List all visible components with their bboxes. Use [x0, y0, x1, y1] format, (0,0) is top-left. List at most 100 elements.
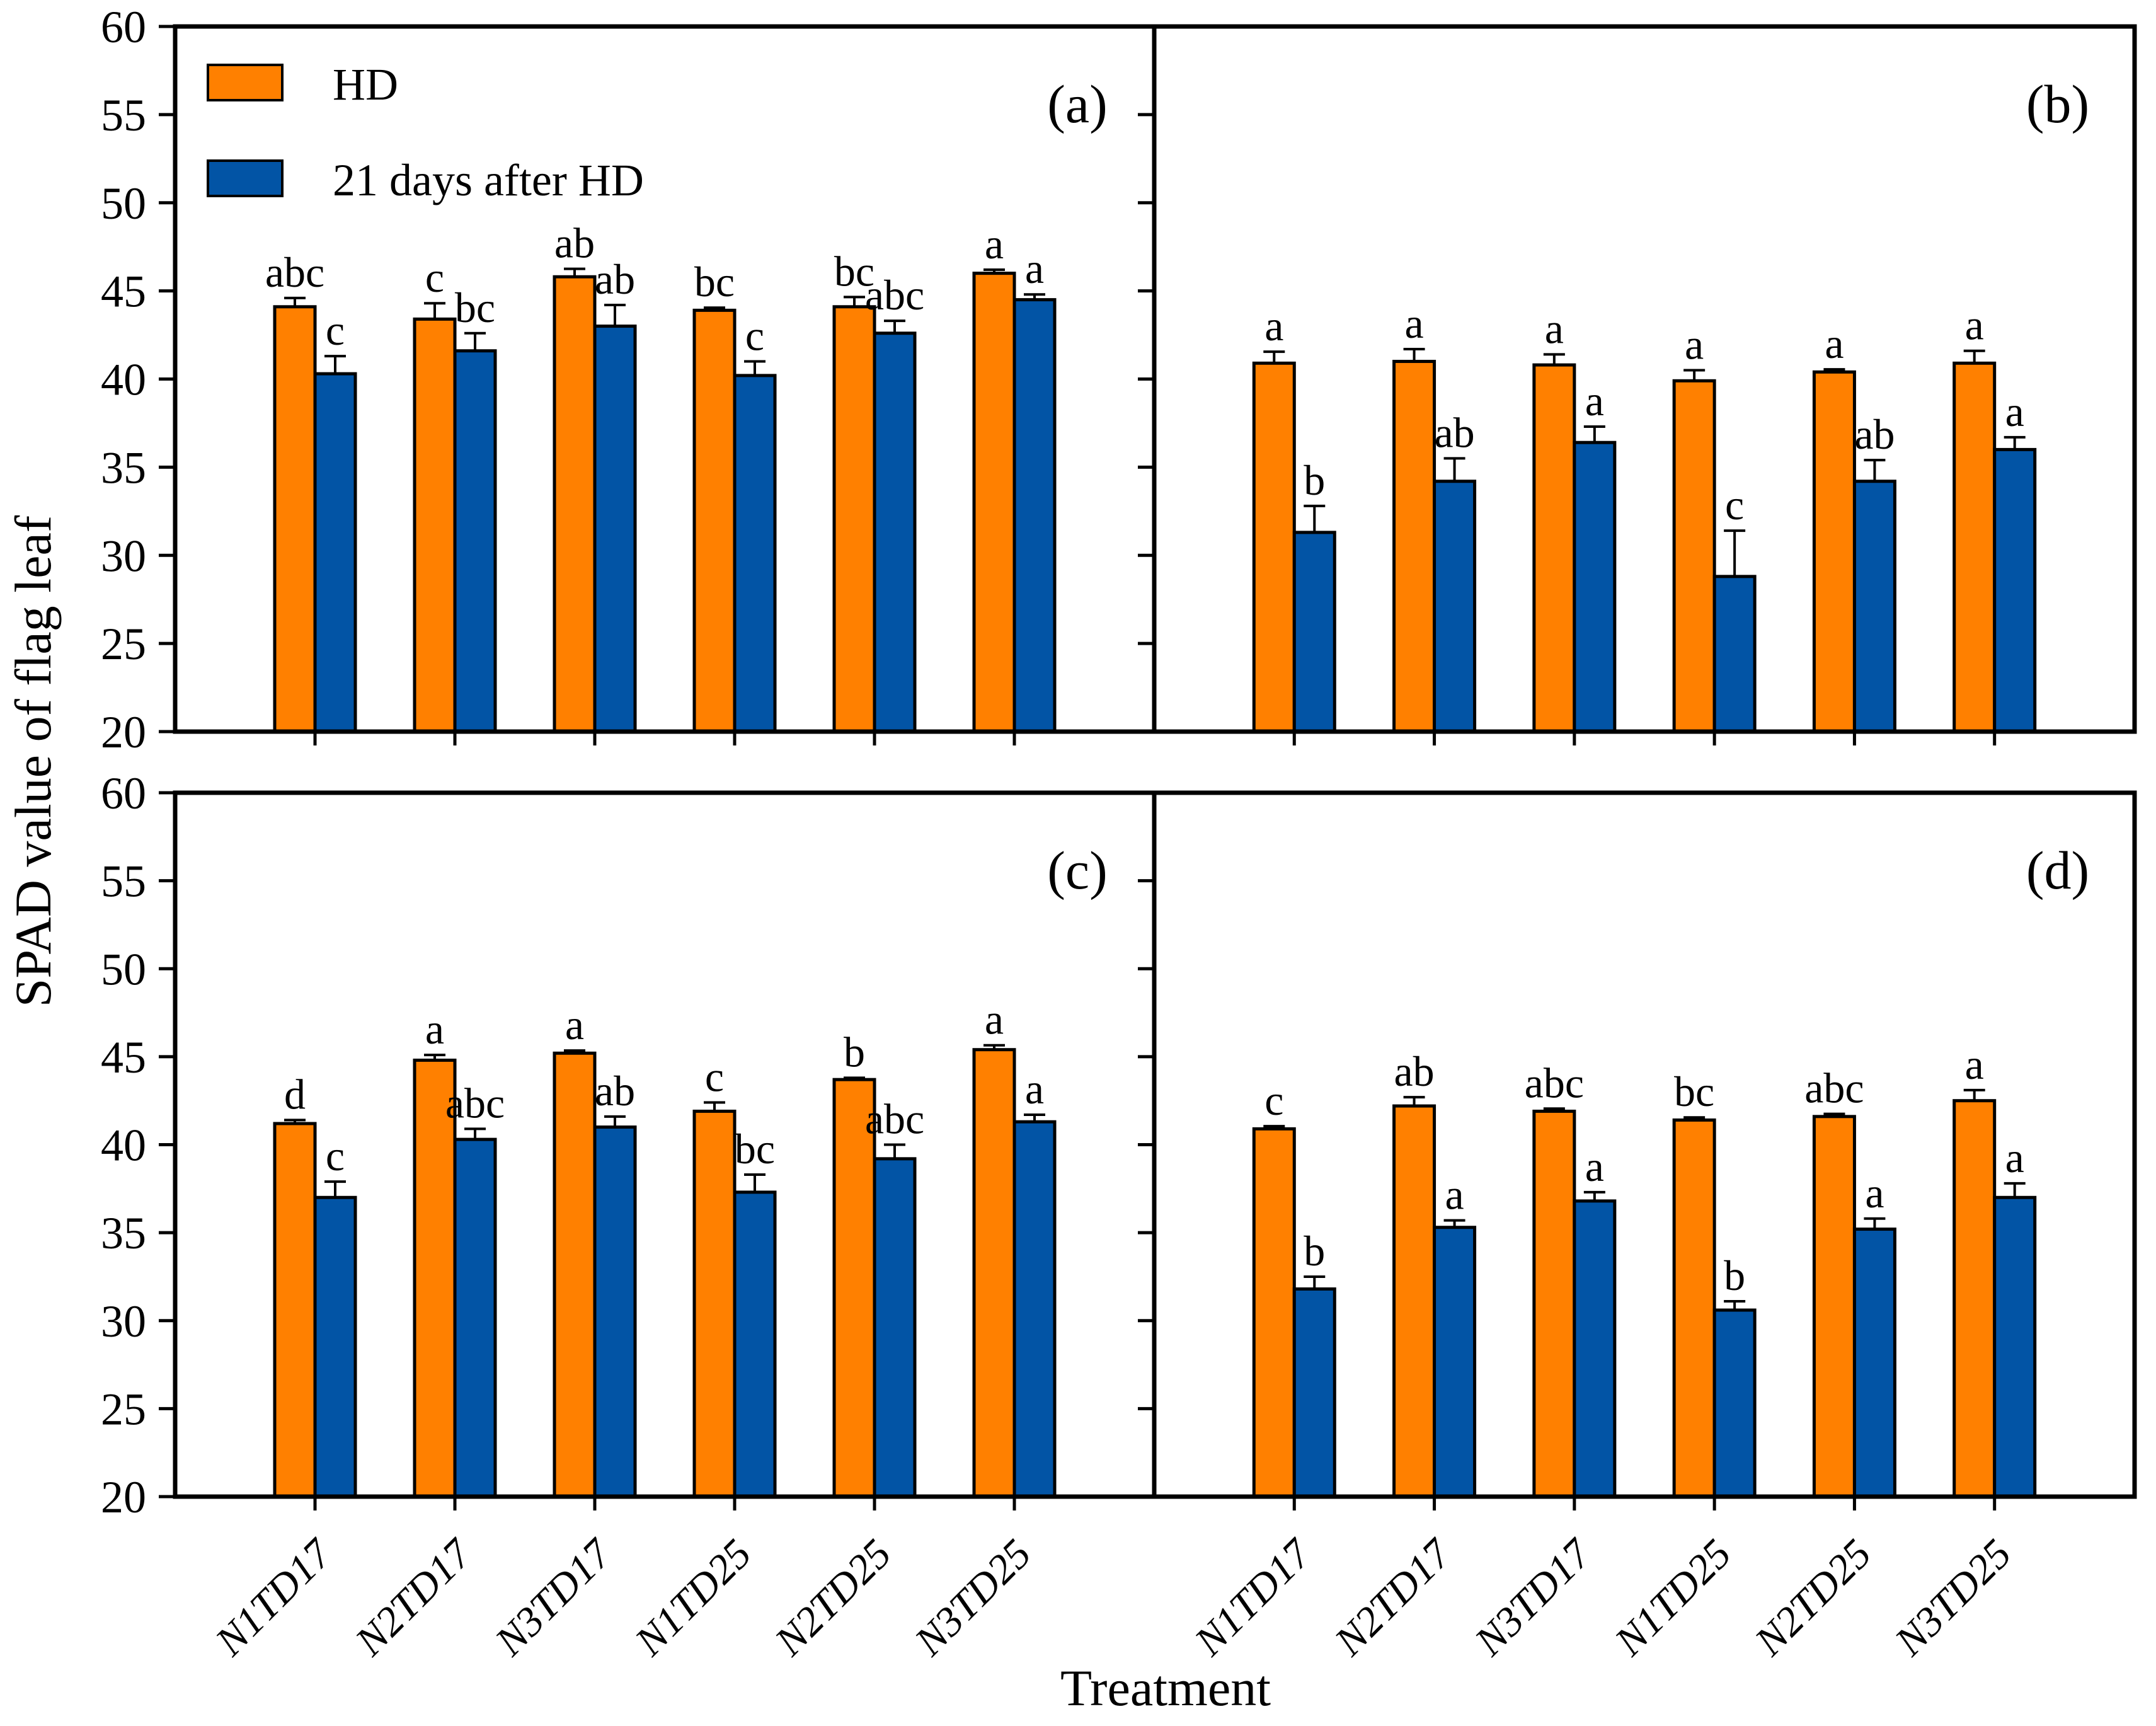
bar-21d-after-hd: [453, 1137, 497, 1499]
x-category-label: N3TD17: [486, 1529, 621, 1665]
bar-21d-after-hd: [873, 331, 917, 734]
bar-21d-after-hd: [1012, 298, 1057, 734]
significance-letter: a: [1025, 245, 1044, 292]
bar-21d-after-hd: [873, 1157, 917, 1499]
y-tick-label: 25: [101, 619, 146, 669]
bar-21d-after-hd: [593, 325, 637, 734]
significance-letter: a: [425, 1005, 444, 1053]
significance-letter: ab: [595, 1067, 635, 1115]
significance-letter: a: [1585, 1142, 1604, 1190]
x-category-label: N3TD17: [1465, 1529, 1601, 1665]
significance-letter: c: [1264, 1076, 1283, 1124]
significance-letter: a: [2005, 1134, 2024, 1182]
y-tick-label: 45: [101, 267, 146, 317]
legend-label-hd: HD: [333, 59, 398, 110]
y-tick-label: 35: [101, 442, 146, 493]
significance-letter: a: [1965, 1040, 1984, 1088]
y-tick-label: 50: [101, 944, 146, 994]
significance-letter: b: [1724, 1251, 1745, 1299]
x-category-label: N3TD25: [1886, 1531, 2020, 1665]
x-category-label: N2TD17: [1326, 1529, 1461, 1665]
x-category-label: N1TD25: [626, 1531, 760, 1665]
significance-letter: a: [1545, 304, 1564, 352]
y-tick-label: 20: [101, 707, 146, 757]
significance-letter: a: [1965, 301, 1984, 349]
significance-letter: c: [326, 306, 345, 354]
bar-hd: [1812, 1115, 1856, 1499]
significance-letter: ab: [1854, 410, 1895, 458]
significance-letter: ab: [1394, 1047, 1434, 1095]
bar-hd: [553, 1051, 597, 1499]
significance-letter: ab: [595, 255, 635, 303]
bar-21d-after-hd: [453, 349, 497, 734]
bar-21d-after-hd: [733, 1190, 777, 1499]
y-tick-label: 45: [101, 1032, 146, 1083]
significance-letter: a: [1825, 319, 1843, 367]
bar-hd: [273, 305, 317, 734]
y-tick-label: 50: [101, 178, 146, 229]
bar-hd: [1252, 1127, 1296, 1499]
bar-21d-after-hd: [1433, 1226, 1477, 1499]
y-tick-label: 60: [101, 768, 146, 819]
significance-letter: b: [1304, 456, 1325, 504]
significance-letter: c: [326, 1132, 345, 1180]
panel-label: (d): [2026, 840, 2089, 900]
significance-letter: bc: [1674, 1067, 1714, 1115]
significance-letter: a: [1585, 377, 1604, 425]
panel-frame: [1152, 790, 2137, 1499]
x-category-label: N1TD17: [206, 1529, 341, 1665]
bar-hd: [1952, 361, 1997, 734]
bar-hd: [1532, 363, 1576, 734]
significance-letter: abc: [1804, 1064, 1864, 1112]
significance-letter: a: [2005, 388, 2024, 435]
y-tick-label: 60: [101, 2, 146, 52]
x-axis-title: Treatment: [1060, 1659, 1271, 1717]
bar-hd: [1532, 1109, 1576, 1499]
bar-21d-after-hd: [1573, 1199, 1617, 1499]
bar-hd: [273, 1122, 317, 1499]
significance-letter: abc: [865, 271, 924, 319]
bar-21d-after-hd: [1993, 447, 2037, 734]
y-tick-label: 35: [101, 1208, 146, 1258]
panel-label: (b): [2026, 74, 2089, 134]
bar-hd: [832, 1078, 876, 1499]
bar-21d-after-hd: [1573, 440, 1617, 734]
bar-21d-after-hd: [593, 1125, 637, 1499]
y-tick-label: 40: [101, 1120, 146, 1171]
bar-hd: [1252, 361, 1296, 734]
bar-21d-after-hd: [1433, 480, 1477, 734]
significance-letter: a: [985, 996, 1004, 1044]
bar-21d-after-hd: [1852, 480, 1896, 734]
significance-letter: ab: [554, 219, 595, 267]
bar-21d-after-hd: [1292, 1287, 1336, 1499]
y-tick-label: 30: [101, 1296, 146, 1347]
significance-letter: a: [1025, 1065, 1044, 1113]
significance-letter: abc: [265, 248, 324, 296]
y-tick-label: 55: [101, 856, 146, 907]
significance-letter: a: [1264, 302, 1283, 350]
bar-21d-after-hd: [1993, 1195, 2037, 1499]
x-category-label: N3TD25: [905, 1531, 1040, 1665]
bar-hd: [832, 305, 876, 734]
panel-label: (c): [1047, 840, 1107, 900]
significance-letter: a: [565, 1001, 584, 1049]
x-category-label: N2TD17: [346, 1529, 481, 1665]
x-category-label: N2TD25: [765, 1531, 900, 1665]
bar-hd: [692, 308, 737, 734]
significance-letter: a: [1865, 1169, 1884, 1217]
bar-21d-after-hd: [313, 1195, 357, 1499]
panel-label: (a): [1047, 74, 1107, 134]
significance-letter: c: [745, 312, 764, 360]
legend-swatch-hd: [207, 64, 284, 101]
significance-letter: abc: [865, 1095, 924, 1143]
bar-hd: [1672, 379, 1716, 734]
bar-21d-after-hd: [1852, 1228, 1896, 1499]
y-tick-label: 30: [101, 531, 146, 581]
significance-letter: bc: [694, 258, 735, 306]
y-tick-label: 55: [101, 90, 146, 141]
bar-21d-after-hd: [1712, 1308, 1757, 1499]
significance-letter: abc: [445, 1079, 505, 1127]
bar-hd: [692, 1109, 737, 1499]
